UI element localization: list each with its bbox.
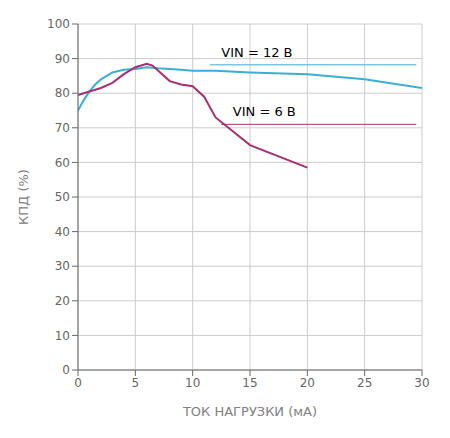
svg-text:90: 90	[55, 52, 70, 66]
svg-text:30: 30	[414, 376, 429, 390]
svg-text:КПД (%): КПД (%)	[16, 169, 31, 225]
svg-text:VIN = 12 В: VIN = 12 В	[221, 45, 292, 60]
svg-text:50: 50	[55, 190, 70, 204]
svg-text:5: 5	[132, 376, 140, 390]
svg-text:100: 100	[47, 17, 70, 31]
svg-text:30: 30	[55, 259, 70, 273]
svg-text:25: 25	[357, 376, 372, 390]
svg-text:10: 10	[185, 376, 200, 390]
svg-text:VIN = 6 В: VIN = 6 В	[233, 104, 296, 119]
svg-text:20: 20	[300, 376, 315, 390]
svg-text:15: 15	[242, 376, 257, 390]
svg-text:0: 0	[74, 376, 82, 390]
svg-text:0: 0	[62, 363, 70, 377]
svg-text:40: 40	[55, 225, 70, 239]
svg-text:80: 80	[55, 86, 70, 100]
svg-text:20: 20	[55, 294, 70, 308]
svg-text:10: 10	[55, 329, 70, 343]
svg-text:60: 60	[55, 156, 70, 170]
svg-text:70: 70	[55, 121, 70, 135]
svg-text:ТОК НАГРУЗКИ (мА): ТОК НАГРУЗКИ (мА)	[182, 404, 317, 419]
